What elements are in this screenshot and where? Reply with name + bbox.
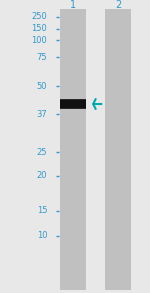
Text: 100: 100 — [32, 36, 47, 45]
Bar — [60, 99, 86, 100]
Text: 37: 37 — [36, 110, 47, 119]
Bar — [60, 108, 86, 109]
Bar — [60, 99, 86, 109]
Text: 50: 50 — [37, 82, 47, 91]
Text: 150: 150 — [32, 24, 47, 33]
Text: 15: 15 — [37, 207, 47, 215]
Text: 20: 20 — [37, 171, 47, 180]
Text: 75: 75 — [37, 53, 47, 62]
Text: 1: 1 — [70, 0, 76, 10]
Text: 25: 25 — [37, 148, 47, 157]
Text: 250: 250 — [32, 13, 47, 21]
Text: 2: 2 — [115, 0, 121, 10]
Text: 10: 10 — [37, 231, 47, 240]
Bar — [105, 9, 131, 290]
Bar — [60, 9, 86, 290]
